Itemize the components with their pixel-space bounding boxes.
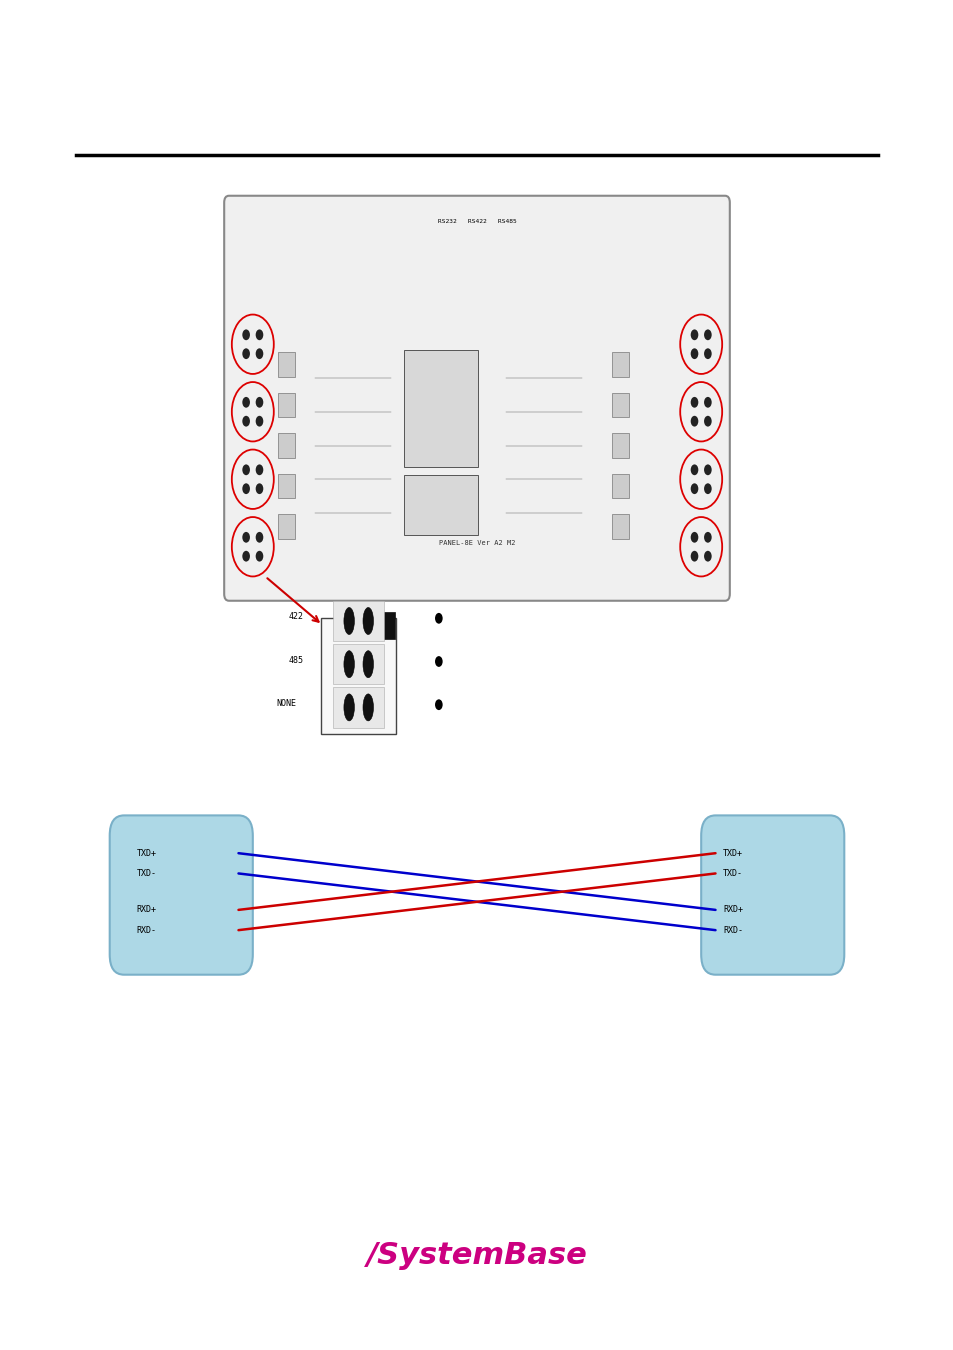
FancyBboxPatch shape [110, 815, 253, 975]
FancyBboxPatch shape [611, 474, 628, 498]
Ellipse shape [362, 608, 374, 634]
Circle shape [690, 329, 698, 340]
Circle shape [703, 464, 711, 475]
FancyBboxPatch shape [611, 433, 628, 458]
FancyBboxPatch shape [277, 352, 294, 377]
FancyBboxPatch shape [381, 612, 395, 639]
FancyBboxPatch shape [277, 433, 294, 458]
Circle shape [435, 699, 442, 710]
Circle shape [242, 329, 250, 340]
Circle shape [690, 416, 698, 427]
Text: RXD+: RXD+ [722, 906, 742, 914]
Circle shape [255, 551, 263, 562]
Circle shape [703, 416, 711, 427]
Circle shape [690, 551, 698, 562]
Circle shape [242, 397, 250, 408]
FancyBboxPatch shape [277, 514, 294, 539]
Text: RS232   RS422   RS485: RS232 RS422 RS485 [437, 219, 516, 224]
Ellipse shape [343, 608, 354, 634]
FancyBboxPatch shape [277, 474, 294, 498]
Circle shape [242, 464, 250, 475]
Text: TXD+: TXD+ [722, 849, 742, 857]
Circle shape [690, 483, 698, 494]
Circle shape [255, 416, 263, 427]
Circle shape [703, 532, 711, 543]
Text: RXD+: RXD+ [136, 906, 156, 914]
Circle shape [242, 416, 250, 427]
Circle shape [242, 483, 250, 494]
Circle shape [255, 532, 263, 543]
Ellipse shape [362, 694, 374, 721]
Text: 485: 485 [288, 656, 303, 664]
FancyBboxPatch shape [320, 618, 395, 734]
Ellipse shape [362, 651, 374, 678]
Circle shape [703, 329, 711, 340]
Circle shape [242, 551, 250, 562]
Text: NONE: NONE [276, 699, 296, 707]
Circle shape [255, 464, 263, 475]
FancyBboxPatch shape [404, 350, 477, 467]
FancyBboxPatch shape [611, 352, 628, 377]
Circle shape [242, 348, 250, 359]
Circle shape [255, 397, 263, 408]
Text: 422: 422 [288, 613, 303, 621]
FancyBboxPatch shape [700, 815, 843, 975]
Ellipse shape [343, 694, 354, 721]
FancyBboxPatch shape [333, 644, 384, 684]
Circle shape [255, 483, 263, 494]
Text: /SystemBase: /SystemBase [366, 1241, 587, 1270]
Text: RXD-: RXD- [136, 926, 156, 934]
FancyBboxPatch shape [277, 393, 294, 417]
Circle shape [435, 613, 442, 624]
Text: TXD+: TXD+ [136, 849, 156, 857]
Circle shape [435, 656, 442, 667]
Circle shape [242, 532, 250, 543]
Circle shape [255, 329, 263, 340]
FancyBboxPatch shape [333, 687, 384, 728]
Circle shape [703, 483, 711, 494]
Circle shape [690, 464, 698, 475]
Circle shape [703, 348, 711, 359]
FancyBboxPatch shape [611, 514, 628, 539]
Circle shape [703, 397, 711, 408]
Circle shape [255, 348, 263, 359]
Circle shape [703, 551, 711, 562]
Text: TXD-: TXD- [136, 869, 156, 878]
Text: RXD-: RXD- [722, 926, 742, 934]
Text: TXD-: TXD- [722, 869, 742, 878]
FancyBboxPatch shape [224, 196, 729, 601]
Circle shape [690, 532, 698, 543]
FancyBboxPatch shape [404, 475, 477, 535]
Ellipse shape [343, 651, 354, 678]
Circle shape [690, 348, 698, 359]
Circle shape [690, 397, 698, 408]
FancyBboxPatch shape [333, 601, 384, 641]
FancyBboxPatch shape [611, 393, 628, 417]
Text: PANEL-8E Ver A2 M2: PANEL-8E Ver A2 M2 [438, 540, 515, 545]
